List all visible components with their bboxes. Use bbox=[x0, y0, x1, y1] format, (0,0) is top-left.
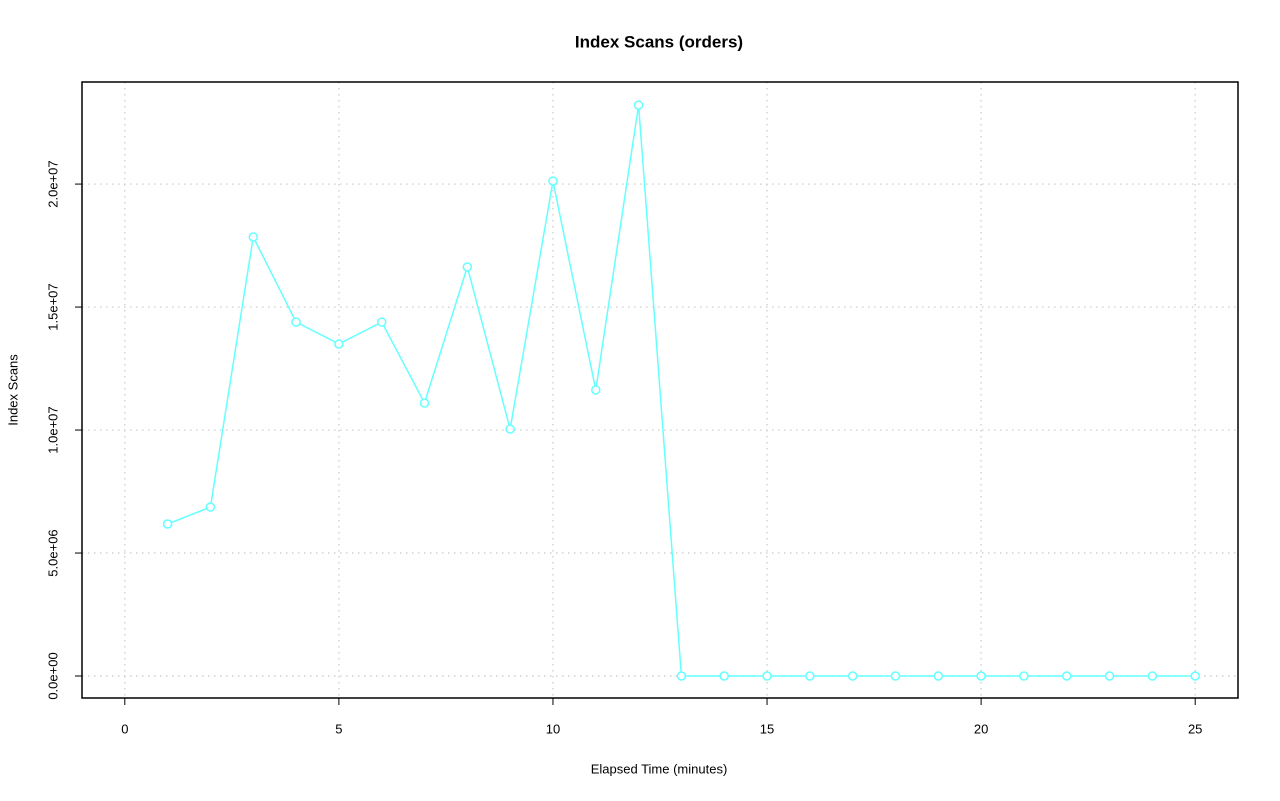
data-point bbox=[1019, 671, 1029, 681]
y-tick-label: 5.0e+06 bbox=[45, 529, 60, 576]
x-axis-label: Elapsed Time (minutes) bbox=[591, 761, 728, 776]
data-point bbox=[933, 671, 944, 681]
data-point bbox=[676, 671, 687, 681]
data-point bbox=[505, 424, 515, 434]
x-tick-label: 25 bbox=[1188, 721, 1202, 736]
x-tick-label: 10 bbox=[546, 721, 560, 736]
data-point bbox=[462, 262, 473, 272]
data-point bbox=[805, 671, 815, 681]
data-point bbox=[376, 317, 387, 327]
data-point bbox=[762, 671, 772, 681]
data-point bbox=[334, 339, 344, 349]
x-tick-label: 5 bbox=[335, 721, 342, 736]
x-tick-label: 0 bbox=[121, 721, 128, 736]
y-tick-label: 0.0e+00 bbox=[45, 652, 60, 699]
data-point bbox=[633, 100, 644, 110]
plot-frame bbox=[81, 81, 1239, 699]
data-point bbox=[1104, 671, 1115, 681]
data-point bbox=[591, 385, 601, 395]
x-tick-label: 15 bbox=[760, 721, 774, 736]
data-point bbox=[1147, 671, 1158, 681]
y-tick-label: 1.5e+07 bbox=[45, 283, 60, 330]
data-line bbox=[167, 105, 1196, 677]
data-point bbox=[1061, 671, 1072, 681]
chart-title: Index Scans (orders) bbox=[575, 32, 743, 51]
data-point bbox=[205, 502, 216, 512]
data-point bbox=[291, 317, 301, 327]
data-point bbox=[248, 232, 259, 242]
y-axis-label: Index Scans bbox=[5, 354, 20, 426]
y-tick-label: 1.0e+07 bbox=[45, 406, 60, 453]
data-point bbox=[162, 519, 173, 529]
data-point bbox=[548, 176, 558, 186]
data-point bbox=[976, 671, 986, 681]
data-point bbox=[1190, 671, 1200, 681]
x-tick-label: 20 bbox=[974, 721, 988, 736]
data-point bbox=[419, 398, 430, 408]
data-point bbox=[847, 671, 858, 681]
y-tick-label: 2.0e+07 bbox=[45, 160, 60, 207]
data-point bbox=[890, 671, 901, 681]
data-point bbox=[719, 671, 729, 681]
